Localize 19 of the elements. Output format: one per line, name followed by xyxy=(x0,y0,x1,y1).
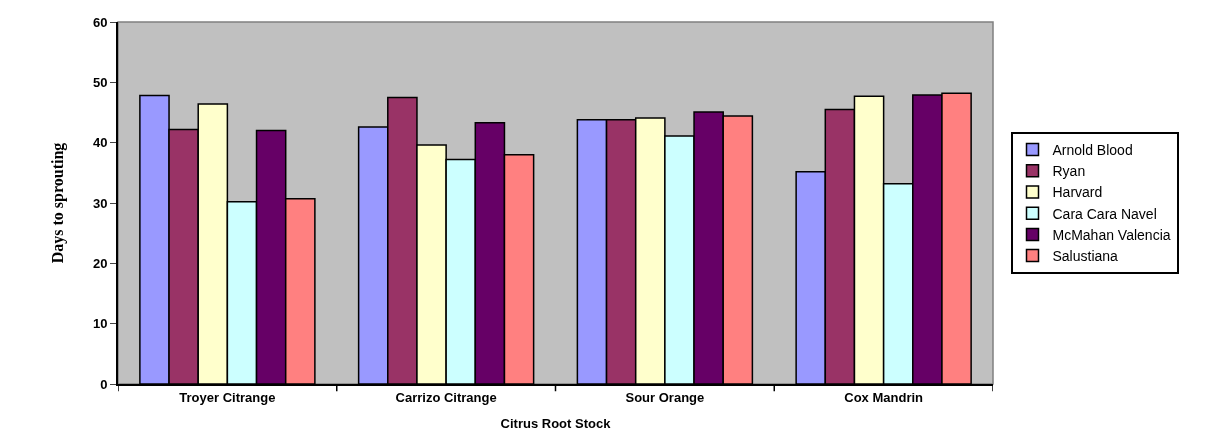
legend-label: Ryan xyxy=(1052,163,1086,180)
x-tick-label: Cox Mandrin xyxy=(844,389,924,405)
y-tick-label: 0 xyxy=(100,376,108,392)
y-tick-label: 40 xyxy=(92,135,108,151)
legend-label: McMahan Valencia xyxy=(1052,226,1171,243)
y-tick-label: 10 xyxy=(92,316,108,332)
legend-label: Harvard xyxy=(1052,184,1103,201)
x-tick-label: Sour Orange xyxy=(625,389,705,405)
y-tick-label: 60 xyxy=(92,14,108,30)
y-axis-title: Days to sprouting xyxy=(49,142,68,264)
legend-label: Arnold Blood xyxy=(1052,142,1133,159)
y-tick-label: 20 xyxy=(92,255,108,271)
legend-label: Salustiana xyxy=(1052,248,1119,265)
y-tick-label: 50 xyxy=(92,74,108,90)
x-axis-title: Citrus Root Stock xyxy=(500,415,612,431)
y-tick-label: 30 xyxy=(92,195,108,211)
x-tick-label: Troyer Citrange xyxy=(179,389,276,405)
x-tick-label: Carrizo Citrange xyxy=(395,389,497,405)
legend-label: Cara Cara Navel xyxy=(1052,205,1157,222)
